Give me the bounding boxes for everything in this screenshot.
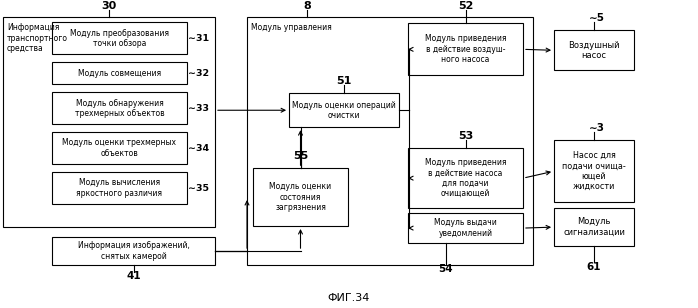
Text: ∼34: ∼34 [188,144,209,153]
Text: Модуль оценки
состояния
загрязнения: Модуль оценки состояния загрязнения [269,182,332,212]
Text: Модуль оценки трехмерных
объектов: Модуль оценки трехмерных объектов [63,139,177,158]
Text: Модуль преобразования
точки обзора: Модуль преобразования точки обзора [70,29,169,48]
Text: ∼35: ∼35 [188,184,209,192]
FancyBboxPatch shape [3,17,215,227]
Text: 55: 55 [293,151,308,161]
Text: Модуль
сигнализации: Модуль сигнализации [563,217,625,237]
Text: 61: 61 [587,262,601,272]
Text: Насос для
подачи очища-
ющей
жидкости: Насос для подачи очища- ющей жидкости [562,151,626,191]
Text: 41: 41 [126,271,141,281]
FancyBboxPatch shape [408,148,523,208]
Text: 8: 8 [303,1,311,11]
FancyBboxPatch shape [408,23,523,75]
FancyBboxPatch shape [52,62,187,84]
Text: ∼5: ∼5 [589,13,605,23]
Text: 30: 30 [101,1,117,11]
Text: Воздушный
насос: Воздушный насос [568,41,620,60]
Text: ∼33: ∼33 [188,104,209,113]
Text: ∼32: ∼32 [188,69,209,78]
FancyBboxPatch shape [247,17,533,265]
Text: 51: 51 [336,76,352,86]
Text: Модуль обнаружения
трехмерных объектов: Модуль обнаружения трехмерных объектов [75,99,164,118]
Text: Модуль приведения
в действие насоса
для подачи
очищающей: Модуль приведения в действие насоса для … [425,158,506,198]
Text: Модуль управления: Модуль управления [251,23,332,32]
Text: ∼3: ∼3 [589,123,605,133]
FancyBboxPatch shape [554,208,634,246]
Text: Модуль вычисления
яркостного различия: Модуль вычисления яркостного различия [77,178,163,198]
FancyBboxPatch shape [52,92,187,124]
Text: Модуль приведения
в действие воздуш-
ного насоса: Модуль приведения в действие воздуш- ног… [425,34,506,64]
FancyBboxPatch shape [289,93,399,127]
Text: Модуль выдачи
уведомлений: Модуль выдачи уведомлений [434,218,497,238]
FancyBboxPatch shape [408,213,523,243]
FancyBboxPatch shape [52,22,187,54]
Text: Информация
транспортного
средства: Информация транспортного средства [7,23,68,53]
FancyBboxPatch shape [554,140,634,202]
Text: Модуль совмещения: Модуль совмещения [78,69,161,78]
FancyBboxPatch shape [253,168,348,226]
Text: ФИГ.34: ФИГ.34 [328,293,370,303]
Text: 52: 52 [458,1,473,11]
FancyBboxPatch shape [554,30,634,70]
Text: Информация изображений,
снятых камерой: Информация изображений, снятых камерой [77,241,189,261]
Text: Модуль оценки операций
очистки: Модуль оценки операций очистки [292,100,396,120]
Text: ∼31: ∼31 [188,34,209,43]
FancyBboxPatch shape [52,132,187,164]
FancyBboxPatch shape [52,237,215,265]
FancyBboxPatch shape [52,172,187,204]
Text: 54: 54 [438,264,453,274]
Text: 53: 53 [458,131,473,141]
